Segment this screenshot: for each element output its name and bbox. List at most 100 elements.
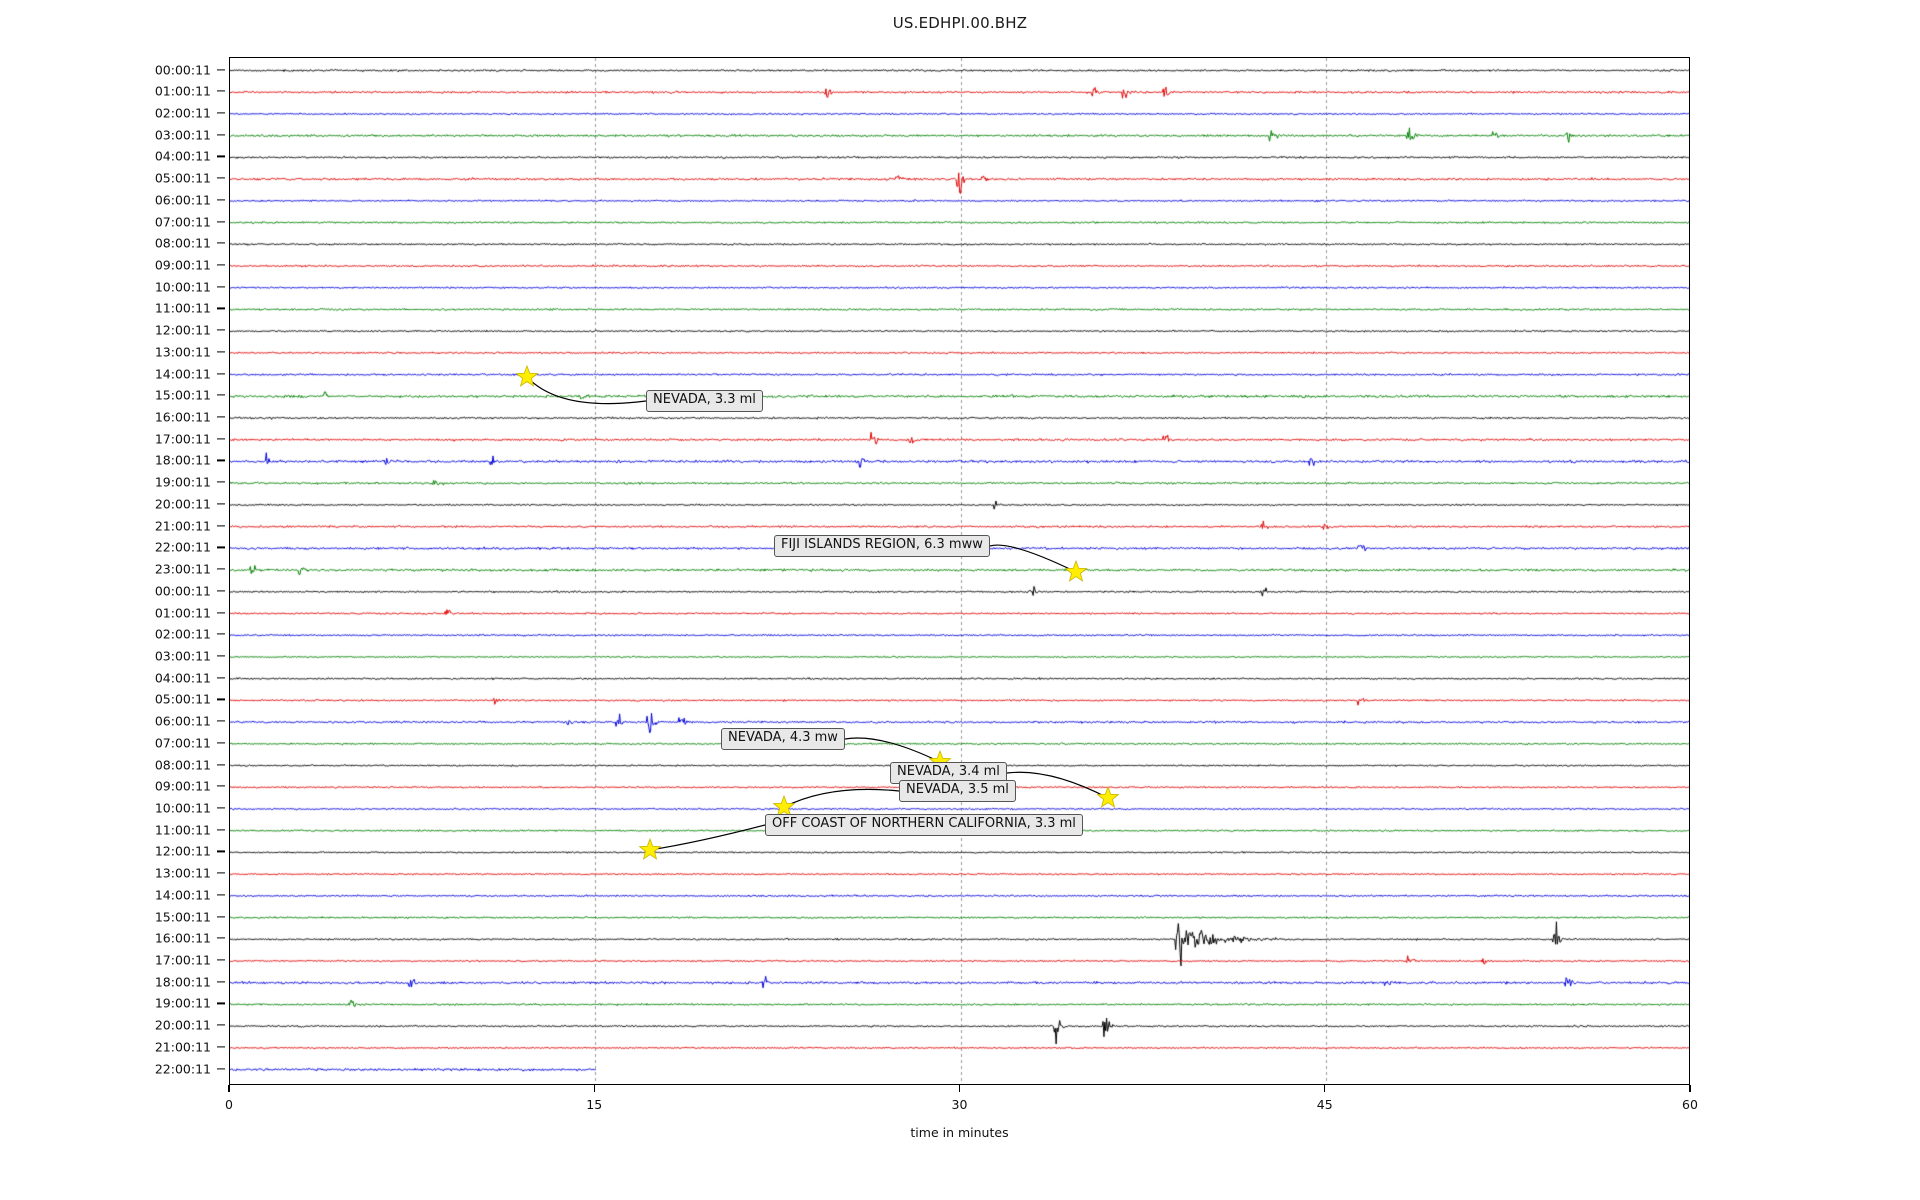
y-axis-tick-label: 20:00:11 bbox=[154, 1017, 211, 1033]
y-axis-tick-label: 21:00:11 bbox=[154, 1039, 211, 1055]
x-axis-tick bbox=[1689, 1085, 1691, 1092]
event-annotation-label[interactable]: FIJI ISLANDS REGION, 6.3 mww bbox=[774, 535, 990, 557]
y-axis-tick-label: 11:00:11 bbox=[154, 822, 211, 838]
y-axis-tick bbox=[217, 351, 225, 353]
y-axis-tick bbox=[217, 1002, 225, 1005]
y-axis-tick bbox=[217, 503, 225, 505]
y-axis-tick-label: 00:00:11 bbox=[154, 62, 211, 77]
y-axis-tick-label: 10:00:11 bbox=[154, 800, 211, 816]
y-axis-tick bbox=[217, 677, 225, 679]
y-axis-tick bbox=[217, 959, 225, 961]
y-axis-tick bbox=[217, 329, 225, 331]
y-axis-tick bbox=[217, 742, 225, 744]
y-axis-tick bbox=[217, 1024, 225, 1026]
y-axis-tick bbox=[217, 633, 225, 635]
y-axis-tick bbox=[217, 1046, 225, 1048]
x-axis-tick bbox=[593, 1085, 595, 1092]
y-axis-tick-label: 07:00:11 bbox=[154, 735, 211, 751]
event-annotation-label[interactable]: OFF COAST OF NORTHERN CALIFORNIA, 3.3 ml bbox=[765, 814, 1083, 836]
y-axis-tick bbox=[217, 611, 225, 614]
event-annotation-label[interactable]: NEVADA, 3.5 ml bbox=[899, 780, 1016, 802]
y-axis-tick-label: 04:00:11 bbox=[154, 670, 211, 686]
y-axis-tick-label: 17:00:11 bbox=[154, 952, 211, 968]
y-axis-tick bbox=[217, 459, 225, 462]
y-axis-labels: 00:00:11 01:00:11 02:00:11 03:00:11 04:00:11… bbox=[0, 57, 225, 1085]
y-axis-tick bbox=[217, 655, 225, 657]
y-axis-tick-label: 16:00:11 bbox=[154, 409, 211, 425]
y-axis-tick-label: 23:00:11 bbox=[154, 561, 211, 577]
y-axis-tick-label: 19:00:11 bbox=[154, 995, 211, 1011]
y-axis-tick bbox=[217, 785, 225, 787]
y-axis-tick bbox=[217, 242, 225, 244]
y-axis-tick-label: 13:00:11 bbox=[154, 344, 211, 360]
y-axis-tick-label: 22:00:11 bbox=[154, 539, 211, 555]
y-axis-tick bbox=[217, 807, 225, 809]
x-axis-tick bbox=[228, 1085, 230, 1092]
y-axis-tick-label: 01:00:11 bbox=[154, 605, 211, 620]
y-axis-tick bbox=[217, 307, 225, 309]
y-axis-tick-label: 06:00:11 bbox=[154, 192, 211, 208]
y-axis-tick bbox=[217, 698, 225, 700]
y-axis-tick bbox=[217, 220, 225, 223]
y-axis-tick-label: 21:00:11 bbox=[154, 518, 211, 534]
y-axis-tick bbox=[217, 937, 225, 939]
y-axis-tick-label: 14:00:11 bbox=[154, 887, 211, 903]
x-axis-tick bbox=[958, 1085, 961, 1092]
y-axis-tick-label: 19:00:11 bbox=[154, 474, 211, 490]
y-axis-tick-label: 08:00:11 bbox=[154, 757, 211, 773]
y-axis-tick bbox=[217, 286, 225, 288]
y-axis-tick bbox=[217, 264, 225, 266]
y-axis-tick-label: 20:00:11 bbox=[154, 496, 211, 512]
y-axis-tick bbox=[217, 894, 225, 896]
y-axis-tick-label: 12:00:11 bbox=[154, 322, 211, 338]
y-axis-tick bbox=[217, 481, 225, 483]
y-axis-tick bbox=[217, 134, 225, 136]
y-axis-tick-label: 11:00:11 bbox=[154, 300, 211, 316]
x-axis-tick-label: 0 bbox=[225, 1097, 233, 1112]
y-axis-tick bbox=[217, 915, 225, 918]
y-axis-tick bbox=[217, 850, 225, 852]
event-annotation-label[interactable]: NEVADA, 4.3 mw bbox=[721, 728, 845, 750]
y-axis-tick bbox=[217, 525, 225, 527]
y-axis-tick bbox=[217, 177, 225, 179]
page-title: US.EDHPI.00.BHZ bbox=[892, 14, 1028, 32]
y-axis-tick-label: 02:00:11 bbox=[154, 626, 211, 642]
y-axis-tick bbox=[217, 546, 225, 548]
y-axis-tick-label: 10:00:11 bbox=[154, 279, 211, 295]
y-axis-tick-label: 16:00:11 bbox=[154, 930, 211, 946]
y-axis-tick-label: 14:00:11 bbox=[154, 366, 211, 382]
y-axis-tick bbox=[217, 981, 225, 983]
x-axis-tick-label: 60 bbox=[1682, 1097, 1698, 1112]
event-annotation-label[interactable]: NEVADA, 3.3 ml bbox=[646, 390, 763, 412]
y-axis-tick bbox=[217, 199, 225, 201]
y-axis-tick-label: 01:00:11 bbox=[154, 83, 211, 99]
y-axis-tick-label: 05:00:11 bbox=[154, 170, 211, 186]
x-axis-tick bbox=[1324, 1085, 1326, 1092]
y-axis-tick bbox=[217, 829, 225, 831]
y-axis-tick-label: 09:00:11 bbox=[154, 778, 211, 794]
y-axis-tick bbox=[217, 155, 225, 157]
x-axis-tick-label: 15 bbox=[586, 1097, 603, 1112]
y-axis-tick-label: 09:00:11 bbox=[154, 257, 211, 273]
y-axis-tick-label: 03:00:11 bbox=[154, 648, 211, 664]
y-axis-tick bbox=[217, 394, 225, 396]
y-axis-tick-label: 18:00:11 bbox=[154, 452, 211, 468]
y-axis-tick-label: 04:00:11 bbox=[154, 148, 211, 164]
y-axis-tick-label: 15:00:11 bbox=[154, 387, 211, 403]
y-axis-tick bbox=[217, 568, 225, 570]
y-axis-tick bbox=[217, 763, 225, 766]
y-axis-tick-label: 03:00:11 bbox=[154, 127, 211, 143]
y-axis-tick bbox=[217, 1068, 225, 1070]
y-axis-tick-label: 15:00:11 bbox=[154, 909, 211, 925]
y-axis-tick bbox=[217, 590, 225, 592]
y-axis-tick-label: 13:00:11 bbox=[154, 865, 211, 881]
x-axis-tick-label: 45 bbox=[1316, 1097, 1333, 1112]
y-axis-tick-label: 02:00:11 bbox=[154, 105, 211, 121]
x-axis-tick-label: 30 bbox=[951, 1097, 968, 1112]
seismogram-traces bbox=[230, 58, 1689, 1084]
y-axis-tick bbox=[217, 438, 225, 440]
y-axis-tick-label: 12:00:11 bbox=[154, 843, 211, 859]
y-axis-tick-label: 00:00:11 bbox=[154, 583, 211, 599]
plot-area bbox=[229, 57, 1690, 1085]
